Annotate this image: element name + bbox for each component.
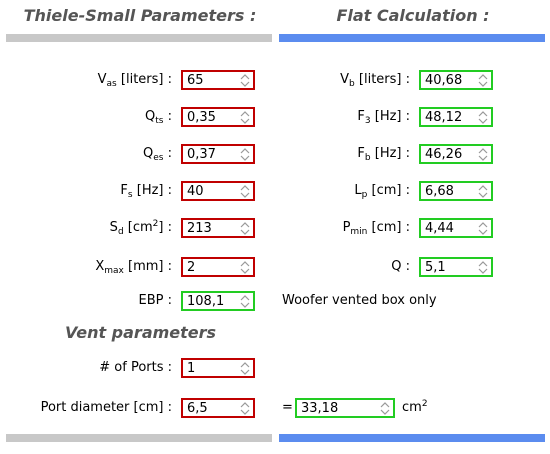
spinner-icon[interactable] xyxy=(240,294,250,309)
ts-param-field[interactable]: 40 xyxy=(181,181,255,201)
flat-result-label: Vb [liters] : xyxy=(340,72,410,89)
ts-param-field[interactable]: 213 xyxy=(181,218,255,238)
spinner-icon[interactable] xyxy=(240,73,250,88)
spinner-icon[interactable] xyxy=(240,221,250,236)
flat-result-field[interactable]: 5,1 xyxy=(419,257,493,277)
ebp-field[interactable]: 108,1 xyxy=(181,291,255,311)
vent-parameters-title: Vent parameters xyxy=(65,323,217,342)
spinner-icon[interactable] xyxy=(240,361,250,376)
ts-param-field[interactable]: 2 xyxy=(181,257,255,277)
spinner-icon[interactable] xyxy=(478,184,488,199)
spinner-icon[interactable] xyxy=(478,73,488,88)
woofer-note: Woofer vented box only xyxy=(282,293,437,308)
ts-param-field[interactable]: 0,37 xyxy=(181,144,255,164)
flat-result-value: 4,44 xyxy=(425,221,454,236)
ts-param-value: 213 xyxy=(187,221,212,236)
spinner-icon[interactable] xyxy=(240,401,250,416)
spinner-icon[interactable] xyxy=(240,260,250,275)
ts-param-label: Vas [liters] : xyxy=(97,72,172,89)
flat-result-field[interactable]: 6,68 xyxy=(419,181,493,201)
flat-result-field[interactable]: 40,68 xyxy=(419,70,493,90)
flat-result-label: Pmin [cm] : xyxy=(342,220,410,237)
flat-result-field[interactable]: 48,12 xyxy=(419,107,493,127)
port-area-field[interactable]: 33,18 xyxy=(295,398,395,418)
port-area-value: 33,18 xyxy=(301,401,339,416)
flat-result-label: F3 [Hz] : xyxy=(357,109,410,126)
spinner-icon[interactable] xyxy=(380,401,390,416)
ts-param-label: Qts : xyxy=(145,109,172,126)
ebp-label: EBP : xyxy=(138,293,172,308)
ebp-value: 108,1 xyxy=(187,294,225,309)
spinner-icon[interactable] xyxy=(478,260,488,275)
ts-param-value: 2 xyxy=(187,260,196,275)
flat-result-value: 6,68 xyxy=(425,184,454,199)
flat-calculation-header: Flat Calculation : xyxy=(336,6,490,25)
flat-result-label: Lp [cm] : xyxy=(354,183,410,200)
equals-sign: = xyxy=(282,400,293,415)
right-footer-bar xyxy=(279,434,545,442)
ts-param-field[interactable]: 0,35 xyxy=(181,107,255,127)
ts-param-label: Sd [cm2] : xyxy=(109,219,172,237)
spinner-icon[interactable] xyxy=(478,110,488,125)
right-header-bar xyxy=(279,34,545,42)
flat-result-value: 48,12 xyxy=(425,110,463,125)
port-diameter-field[interactable]: 6,5 xyxy=(181,398,255,418)
spinner-icon[interactable] xyxy=(240,147,250,162)
flat-result-label: Q : xyxy=(391,259,410,274)
flat-result-value: 46,26 xyxy=(425,147,463,162)
ts-parameters-header: Thiele-Small Parameters : xyxy=(23,6,257,25)
ts-param-value: 0,37 xyxy=(187,147,216,162)
spinner-icon[interactable] xyxy=(478,221,488,236)
flat-result-label: Fb [Hz] : xyxy=(357,146,410,163)
flat-result-value: 40,68 xyxy=(425,73,463,88)
ports-label: # of Ports : xyxy=(99,360,172,375)
ts-param-value: 0,35 xyxy=(187,110,216,125)
ts-param-label: Xmax [mm] : xyxy=(95,259,172,276)
spinner-icon[interactable] xyxy=(240,110,250,125)
flat-result-field[interactable]: 46,26 xyxy=(419,144,493,164)
flat-result-field[interactable]: 4,44 xyxy=(419,218,493,238)
port-area-unit: cm2 xyxy=(402,399,428,416)
spinner-icon[interactable] xyxy=(240,184,250,199)
ts-param-field[interactable]: 65 xyxy=(181,70,255,90)
ts-param-label: Qes : xyxy=(143,146,172,163)
spinner-icon[interactable] xyxy=(478,147,488,162)
port-diameter-label: Port diameter [cm] : xyxy=(40,400,172,415)
left-footer-bar xyxy=(6,434,272,442)
flat-result-value: 5,1 xyxy=(425,260,446,275)
ts-param-label: Fs [Hz] : xyxy=(120,183,172,200)
left-header-bar xyxy=(6,34,272,42)
ts-param-value: 40 xyxy=(187,184,204,199)
ports-value: 1 xyxy=(187,361,196,376)
ports-field[interactable]: 1 xyxy=(181,358,255,378)
ts-param-value: 65 xyxy=(187,73,204,88)
port-diameter-value: 6,5 xyxy=(187,401,208,416)
